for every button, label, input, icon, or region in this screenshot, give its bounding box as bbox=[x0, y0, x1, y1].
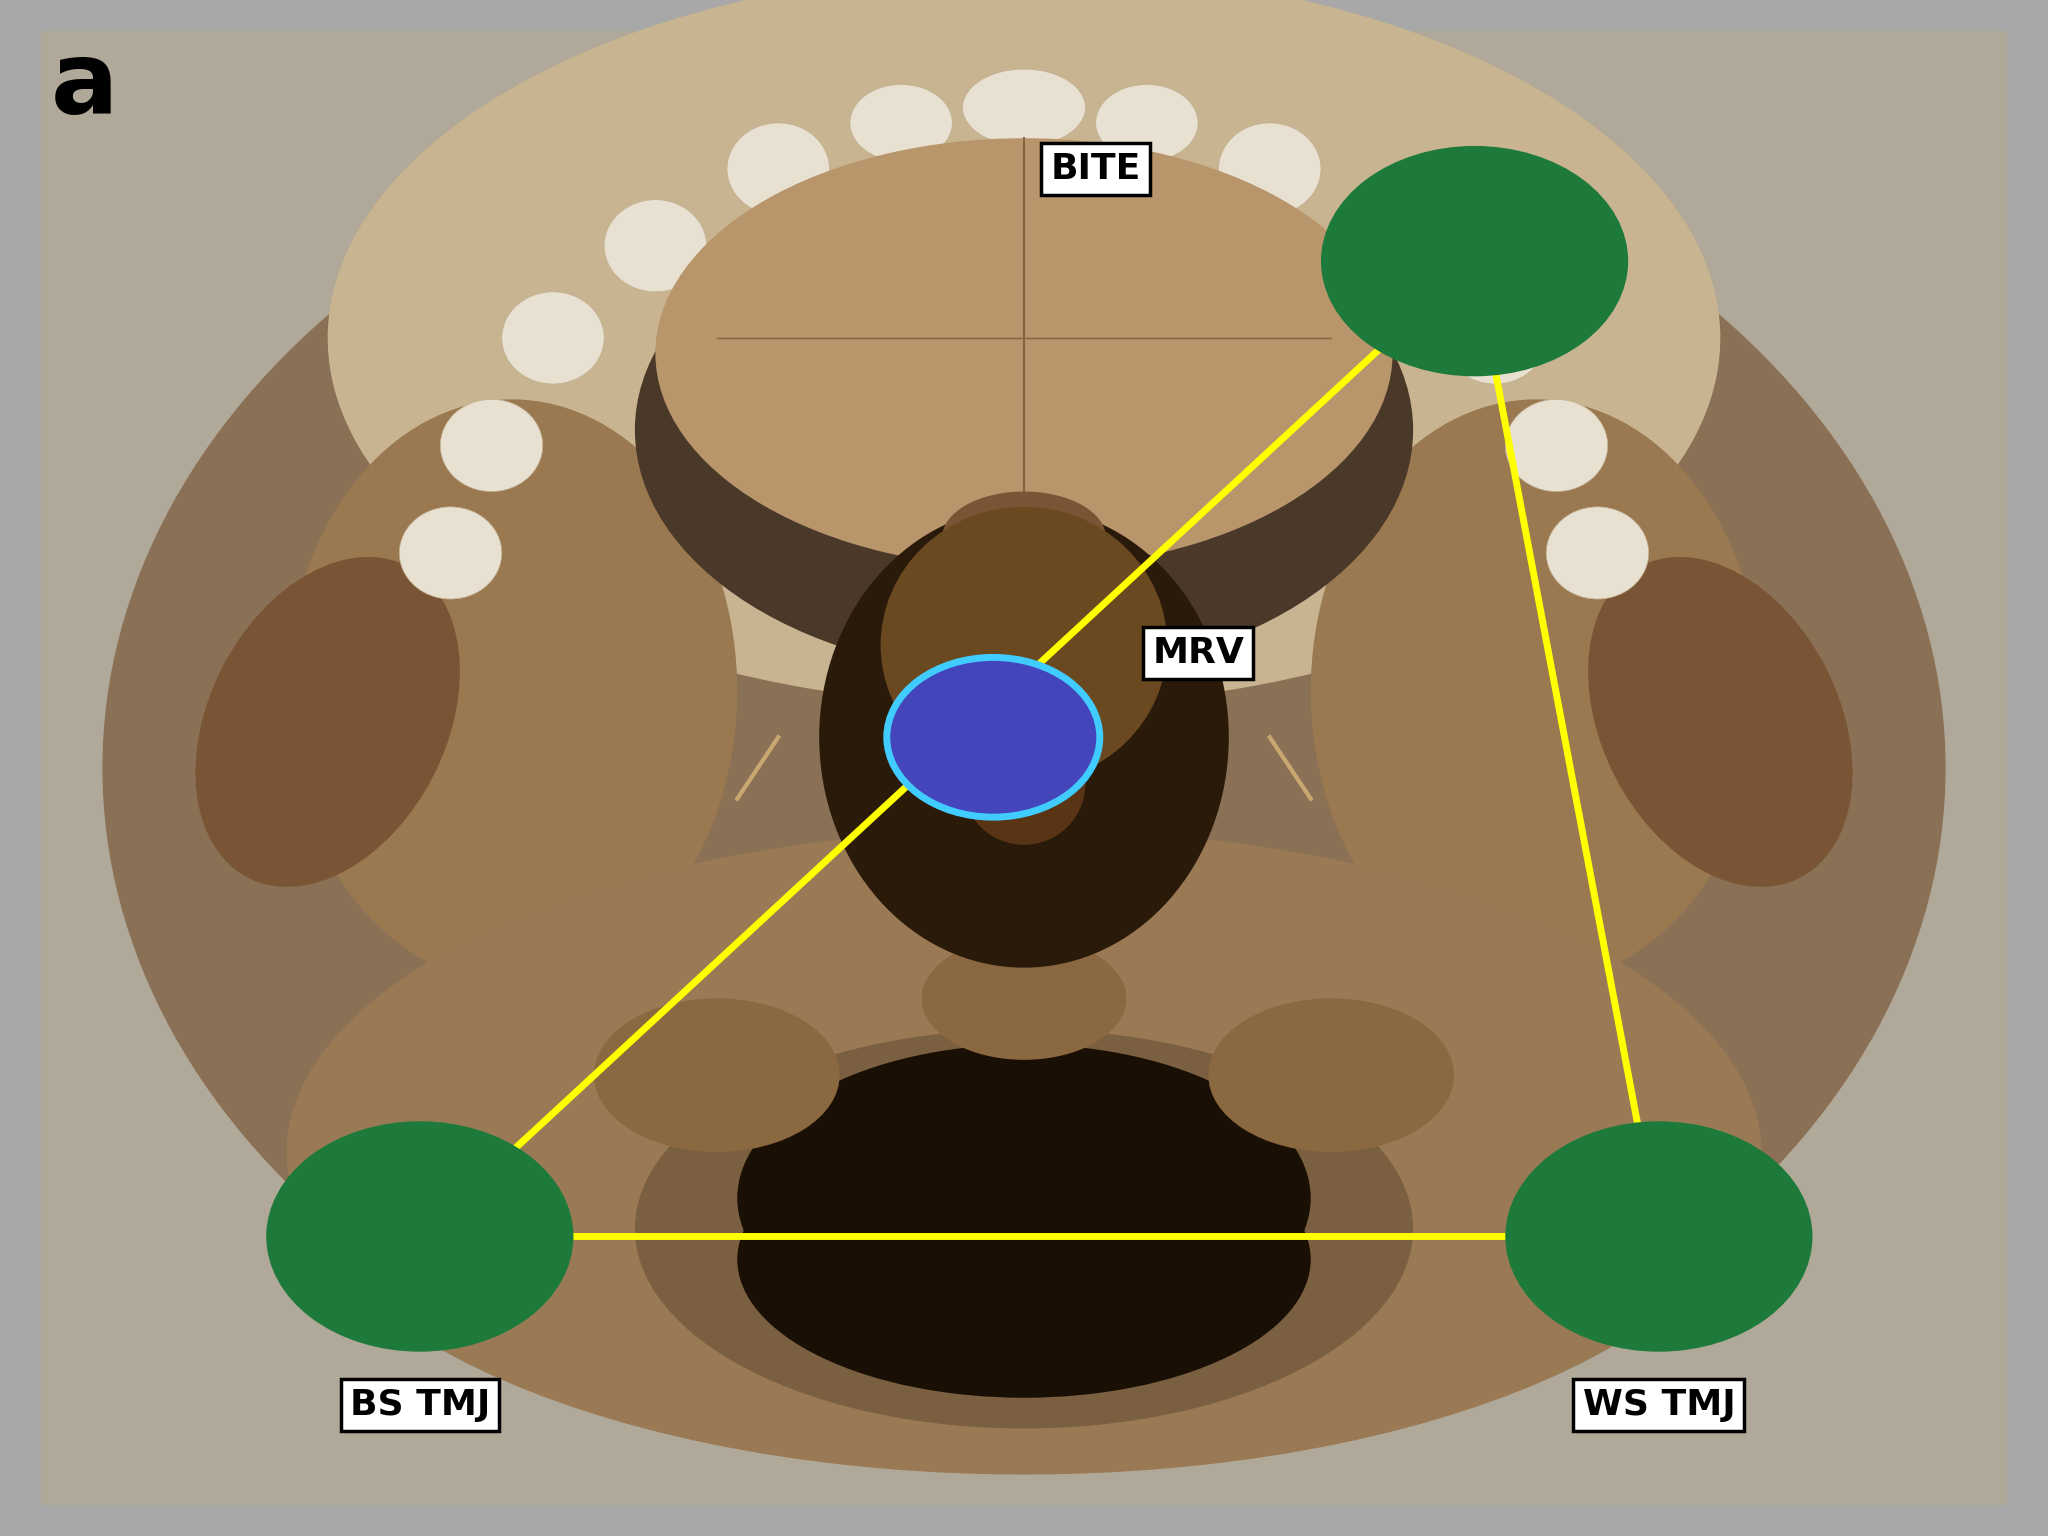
Ellipse shape bbox=[1219, 123, 1321, 215]
Ellipse shape bbox=[594, 998, 840, 1152]
Ellipse shape bbox=[195, 558, 461, 886]
Circle shape bbox=[266, 1121, 573, 1352]
Ellipse shape bbox=[655, 138, 1393, 568]
Text: BITE: BITE bbox=[1051, 152, 1141, 186]
Circle shape bbox=[1505, 1121, 1812, 1352]
Circle shape bbox=[887, 657, 1100, 817]
Ellipse shape bbox=[1096, 84, 1198, 161]
Ellipse shape bbox=[819, 507, 1229, 968]
Ellipse shape bbox=[737, 1121, 1311, 1398]
Ellipse shape bbox=[1341, 200, 1444, 292]
Ellipse shape bbox=[102, 77, 1946, 1459]
Ellipse shape bbox=[881, 507, 1167, 783]
Ellipse shape bbox=[850, 84, 952, 161]
Ellipse shape bbox=[440, 399, 543, 492]
Text: WS TMJ: WS TMJ bbox=[1583, 1389, 1735, 1422]
Ellipse shape bbox=[963, 69, 1085, 146]
Ellipse shape bbox=[942, 492, 1106, 584]
Circle shape bbox=[1321, 146, 1628, 376]
Ellipse shape bbox=[1505, 399, 1608, 492]
Ellipse shape bbox=[604, 200, 707, 292]
Ellipse shape bbox=[1444, 292, 1546, 384]
Ellipse shape bbox=[287, 829, 1761, 1475]
Ellipse shape bbox=[1587, 558, 1853, 886]
Ellipse shape bbox=[502, 292, 604, 384]
Ellipse shape bbox=[635, 1029, 1413, 1428]
Ellipse shape bbox=[727, 123, 829, 215]
Ellipse shape bbox=[399, 507, 502, 599]
Ellipse shape bbox=[737, 1044, 1311, 1352]
Ellipse shape bbox=[1546, 507, 1649, 599]
Ellipse shape bbox=[635, 184, 1413, 676]
Text: MRV: MRV bbox=[1153, 636, 1243, 670]
Text: BS TMJ: BS TMJ bbox=[350, 1389, 489, 1422]
Ellipse shape bbox=[1208, 998, 1454, 1152]
Ellipse shape bbox=[963, 722, 1085, 845]
Text: a: a bbox=[51, 38, 119, 135]
Ellipse shape bbox=[287, 399, 737, 983]
Ellipse shape bbox=[1311, 399, 1761, 983]
Ellipse shape bbox=[328, 0, 1720, 707]
Ellipse shape bbox=[922, 937, 1126, 1060]
